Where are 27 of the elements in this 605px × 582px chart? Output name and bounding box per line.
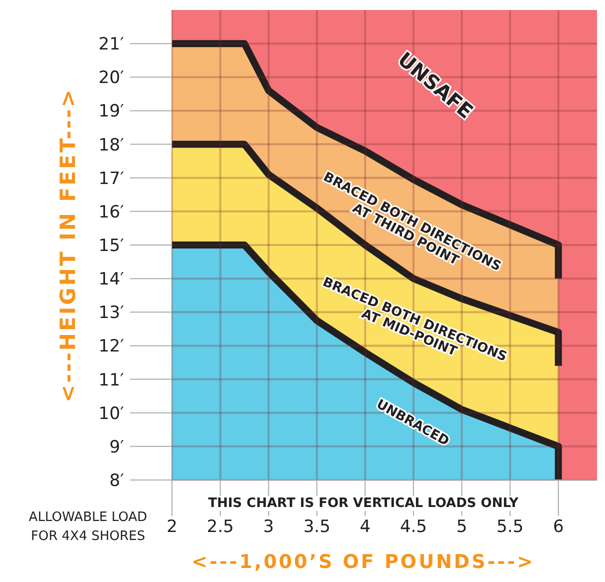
y-tick-label: 17′: [98, 168, 124, 189]
x-tick-label: 2: [166, 517, 178, 538]
y-tick-label: 9′: [109, 437, 124, 458]
text: THIS CHART IS FOR VERTICAL LOADS ONLY: [204, 496, 522, 511]
y-tick-label: 14′: [98, 270, 124, 290]
x-tick-label: 6: [552, 517, 564, 538]
y-tick-label: 13′: [98, 303, 124, 324]
y-tick-label: 12′: [98, 336, 124, 357]
y-tick-label: 11′: [98, 370, 124, 390]
x-tick-label: 3.5: [303, 517, 330, 538]
x-tick-label: 5.5: [496, 517, 524, 538]
x-tick-label: 3: [263, 517, 274, 538]
y-tick-label: 21′: [98, 34, 124, 55]
text: ALLOWABLE LOAD FOR 4X4 SHORES: [28, 509, 148, 546]
y-tick-label: 18′: [98, 135, 124, 156]
y-tick-label: 20′: [98, 68, 124, 88]
y-tick-label: 15′: [98, 236, 124, 256]
x-axis-title: <---1,000’S OF POUNDS--->: [192, 551, 535, 573]
x-tick-label: 2.5: [206, 517, 234, 538]
x-tick-label: 4: [360, 517, 371, 538]
y-tick-label: 16′: [98, 202, 124, 222]
x-tick-label: 4.5: [400, 517, 427, 538]
y-tick-label: 10′: [98, 404, 124, 424]
y-tick-label: 8′: [109, 471, 124, 492]
x-tick-label: 5: [456, 517, 468, 538]
y-tick-label: 19′: [98, 102, 124, 122]
y-axis-title: <---HEIGHT IN FEET--->: [56, 88, 80, 402]
